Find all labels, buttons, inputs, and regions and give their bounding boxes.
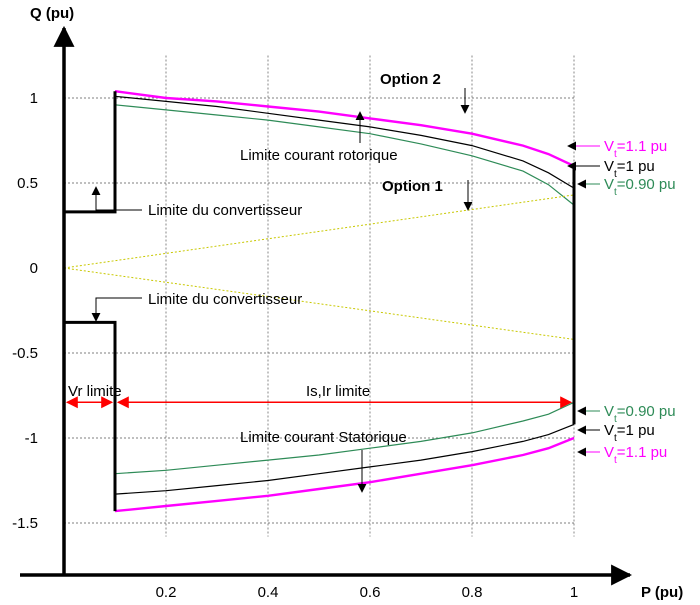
- converter-limit-upper-label: Limite du convertisseur: [148, 202, 302, 219]
- series-line: [114, 423, 575, 495]
- limits-group: [64, 91, 576, 512]
- series-line: [63, 267, 575, 340]
- y-tick-label: 1: [30, 90, 38, 107]
- axes: [20, 25, 633, 586]
- y-tick-label: -1: [25, 430, 38, 447]
- y-axis-title: Q (pu): [30, 5, 74, 22]
- series-group: [63, 90, 575, 513]
- y-tick-label: -0.5: [12, 345, 38, 362]
- y-tick-label: 0: [30, 260, 38, 277]
- grid: [64, 55, 575, 537]
- series-line: [114, 436, 575, 513]
- x-tick-label: 0.8: [462, 584, 483, 601]
- converter-limit-lower-label: Limite du convertisseur: [148, 291, 302, 308]
- y-tick-label: -1.5: [12, 515, 38, 532]
- x-tick-label: 1: [570, 584, 578, 601]
- series-line: [114, 401, 575, 475]
- series-line: [114, 95, 575, 189]
- vt-label: Vt=0.90 pu: [604, 176, 676, 198]
- vt-label: Vt=0.90 pu: [604, 403, 676, 425]
- vt-label: Vt=1 pu: [604, 158, 655, 180]
- x-tick-label: 0.4: [258, 584, 279, 601]
- series-line: [63, 194, 575, 269]
- vt-label: Vt=1 pu: [604, 422, 655, 444]
- converter-limit-upper-arrow: [91, 186, 142, 211]
- tick-labels: 0.2 0.4 0.6 0.8 1 1 0.5 0 -0.5 -1 -1.5: [12, 90, 578, 601]
- x-tick-label: 0.6: [360, 584, 381, 601]
- limit-line: [64, 91, 117, 214]
- isir-limit-label: Is,Ir limite: [306, 383, 370, 400]
- vt-label: Vt=1.1 pu: [604, 444, 667, 466]
- y-tick-label: 0.5: [17, 175, 38, 192]
- x-tick-label: 0.2: [156, 584, 177, 601]
- vr-limit-label: Vr limite: [68, 383, 122, 400]
- rotor-limit-label: Limite courant rotorique: [240, 147, 398, 164]
- option1-label: Option 1: [382, 178, 443, 195]
- limit-line: [64, 320, 117, 512]
- x-axis-title: P (pu): [641, 584, 683, 601]
- converter-limit-lower-arrow: [91, 297, 142, 322]
- series-line: [114, 90, 575, 168]
- vt-label: Vt=1.1 pu: [604, 138, 667, 160]
- series-line: [114, 104, 575, 206]
- stator-limit-label: Limite courant Statorique: [240, 429, 407, 446]
- option2-label: Option 2: [380, 71, 441, 88]
